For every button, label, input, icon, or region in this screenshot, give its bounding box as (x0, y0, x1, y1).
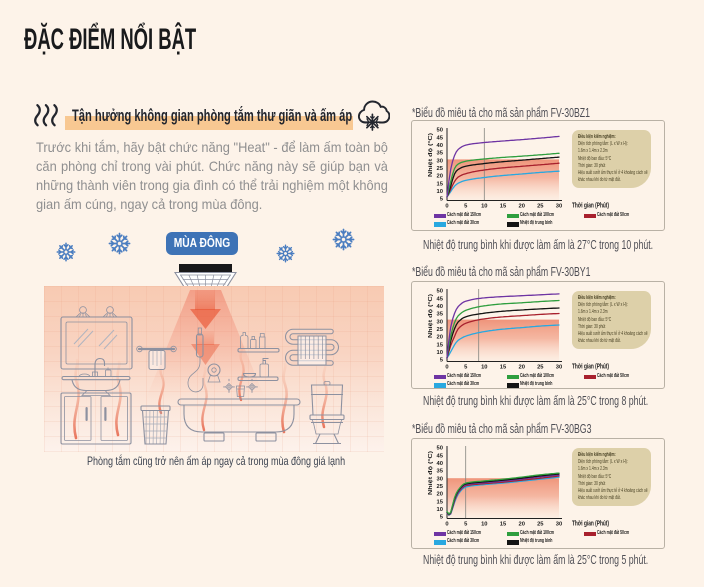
svg-text:5: 5 (440, 197, 444, 203)
svg-text:50: 50 (437, 128, 443, 134)
svg-text:0: 0 (445, 204, 448, 210)
svg-text:25: 25 (537, 365, 544, 371)
svg-text:45: 45 (437, 453, 444, 459)
svg-text:0: 0 (445, 522, 448, 528)
svg-text:50: 50 (437, 446, 443, 452)
svg-text:15: 15 (500, 365, 507, 371)
svg-text:20: 20 (518, 522, 524, 528)
svg-text:20: 20 (437, 492, 443, 498)
svg-text:Thời gian (Phút): Thời gian (Phút) (572, 203, 609, 210)
svg-text:40: 40 (437, 461, 443, 467)
svg-text:Thời gian (Phút): Thời gian (Phút) (572, 364, 609, 371)
svg-text:15: 15 (437, 499, 444, 505)
svg-text:10: 10 (437, 350, 443, 356)
svg-text:30: 30 (556, 204, 562, 210)
svg-text:35: 35 (437, 151, 444, 157)
svg-text:30: 30 (437, 158, 443, 164)
svg-text:5: 5 (464, 204, 468, 210)
svg-text:25: 25 (437, 166, 444, 172)
svg-text:40: 40 (437, 143, 443, 149)
svg-text:40: 40 (437, 304, 443, 310)
svg-text:45: 45 (437, 135, 444, 141)
svg-text:15: 15 (437, 181, 444, 187)
svg-text:35: 35 (437, 312, 444, 318)
svg-text:10: 10 (437, 507, 443, 513)
svg-text:20: 20 (437, 335, 443, 341)
svg-text:Thời gian (Phút): Thời gian (Phút) (572, 521, 609, 528)
svg-text:15: 15 (437, 342, 444, 348)
svg-text:45: 45 (437, 296, 444, 302)
svg-text:5: 5 (464, 522, 468, 528)
svg-text:10: 10 (481, 365, 487, 371)
svg-text:30: 30 (556, 365, 562, 371)
svg-text:35: 35 (437, 469, 444, 475)
svg-text:5: 5 (440, 515, 444, 521)
svg-text:20: 20 (518, 204, 524, 210)
svg-text:10: 10 (481, 204, 487, 210)
svg-text:10: 10 (437, 189, 443, 195)
svg-text:25: 25 (537, 204, 544, 210)
svg-text:Nhiệt độ (°C): Nhiệt độ (°C) (428, 451, 434, 495)
svg-text:20: 20 (518, 365, 524, 371)
svg-text:0: 0 (445, 365, 448, 371)
svg-text:25: 25 (537, 522, 544, 528)
svg-text:25: 25 (437, 484, 444, 490)
svg-text:50: 50 (437, 289, 443, 295)
svg-text:30: 30 (437, 319, 443, 325)
svg-text:Nhiệt độ (°C): Nhiệt độ (°C) (428, 133, 434, 177)
svg-text:10: 10 (481, 522, 487, 528)
svg-text:Nhiệt độ (°C): Nhiệt độ (°C) (428, 294, 434, 338)
svg-text:25: 25 (437, 327, 444, 333)
svg-text:5: 5 (464, 365, 468, 371)
svg-text:30: 30 (556, 522, 562, 528)
svg-text:30: 30 (437, 476, 443, 482)
svg-text:15: 15 (500, 522, 507, 528)
svg-text:15: 15 (500, 204, 507, 210)
svg-text:20: 20 (437, 174, 443, 180)
svg-text:5: 5 (440, 358, 444, 364)
